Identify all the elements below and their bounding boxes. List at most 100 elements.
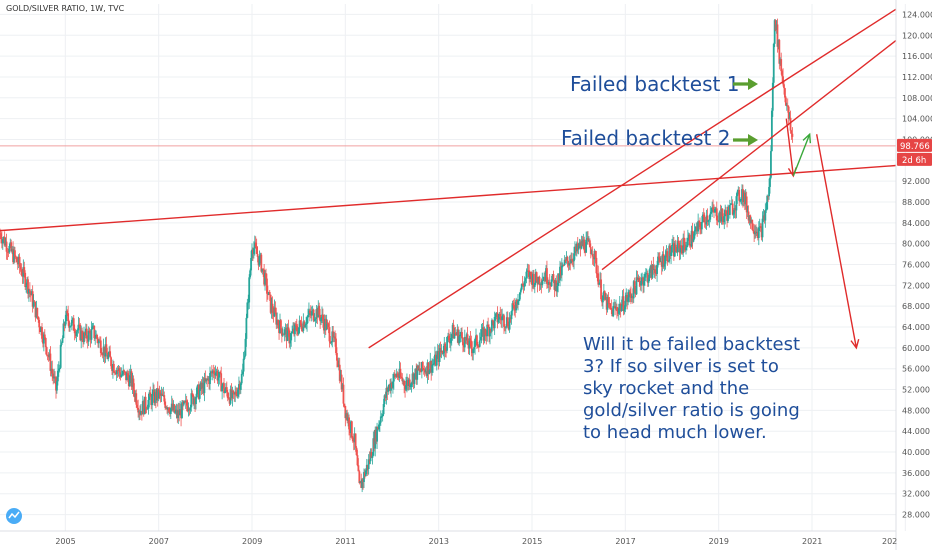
trendline: [0, 164, 897, 232]
candle-body: [784, 88, 786, 98]
candle-body: [193, 398, 196, 405]
candle-body: [280, 328, 283, 336]
candle-body: [742, 189, 744, 202]
candle-body: [124, 371, 126, 373]
candle-body: [375, 429, 378, 442]
candle-body: [496, 312, 499, 323]
candle-body: [311, 309, 314, 312]
candle-body: [291, 331, 294, 334]
candle-body: [623, 309, 626, 312]
candle-body: [4, 241, 7, 246]
candle-body: [670, 252, 672, 256]
candle-body: [439, 347, 442, 353]
candle-body: [116, 370, 119, 371]
candle-body: [614, 305, 616, 309]
candle-body: [600, 279, 602, 300]
candle-body: [379, 416, 382, 423]
candle-body: [435, 355, 438, 366]
candle-body: [261, 268, 264, 272]
candle-body: [294, 324, 296, 335]
candle-body: [697, 221, 700, 232]
candle-body: [383, 395, 386, 405]
y-tick-label: 48.000: [902, 406, 930, 415]
candle-body: [237, 389, 239, 397]
candle-body: [652, 264, 655, 270]
candle-body: [456, 329, 459, 336]
green-arrows: [733, 78, 758, 146]
candle-body: [181, 402, 183, 419]
candle-body: [789, 117, 792, 131]
candle-body: [140, 411, 142, 415]
candle-body: [774, 20, 777, 30]
candle-body: [662, 254, 665, 267]
candle-body: [431, 364, 434, 373]
candle-body: [702, 214, 705, 218]
candle-body: [47, 355, 50, 358]
candle-body: [358, 471, 361, 483]
candle-body: [222, 383, 224, 386]
candle-body: [313, 320, 316, 322]
candle-body: [542, 280, 545, 281]
candle-body: [94, 337, 97, 339]
candle-body: [290, 333, 293, 341]
candle-body: [548, 281, 551, 285]
candle-body: [322, 314, 324, 322]
candle-body: [533, 282, 536, 287]
candle-body: [406, 380, 409, 387]
price-badge: [897, 138, 932, 152]
candle-body: [362, 479, 364, 482]
candle-body: [547, 281, 550, 285]
candle-body: [490, 320, 493, 332]
candle-body: [472, 349, 475, 354]
y-tick-label: 88.000: [902, 198, 930, 207]
candle-body: [266, 278, 268, 294]
candle-body: [665, 251, 668, 256]
candle-body: [351, 437, 354, 442]
candle-body: [88, 330, 91, 333]
candle-body: [73, 330, 76, 334]
candle-body: [367, 459, 370, 470]
candle-body: [78, 324, 81, 326]
candle-body: [643, 281, 645, 286]
candle-body: [411, 373, 414, 383]
candle-body: [84, 332, 86, 336]
candle-body: [432, 364, 434, 365]
candle-body: [502, 315, 504, 317]
candle-body: [326, 322, 329, 325]
candle-body: [262, 268, 265, 270]
candle-body: [57, 368, 60, 371]
candle-body: [459, 334, 462, 337]
candle-body: [603, 291, 606, 300]
candle-body: [728, 206, 730, 215]
candle-body: [633, 281, 636, 288]
candle-body: [156, 388, 159, 399]
candle-body: [644, 273, 646, 282]
candle-body: [464, 336, 467, 341]
candle-body: [86, 338, 89, 342]
candle-body: [194, 398, 196, 405]
candle-body: [487, 324, 490, 328]
candle-body: [388, 384, 391, 389]
candle-body: [615, 307, 617, 309]
candle-body: [482, 327, 485, 341]
candle-body: [527, 270, 530, 272]
candle-body: [531, 276, 533, 285]
candle-body: [10, 242, 13, 252]
candle-body: [756, 232, 758, 234]
candle-body: [263, 269, 266, 285]
candle-body: [776, 24, 779, 47]
candle-body: [52, 373, 55, 379]
candle-body: [304, 324, 307, 328]
candle-body: [187, 409, 190, 411]
candle-body: [154, 391, 156, 403]
y-tick-label: 112.000: [902, 73, 932, 82]
x-tick-label: 2009: [242, 537, 262, 546]
candle-body: [514, 309, 517, 311]
candle-body: [732, 212, 735, 215]
candle-body: [345, 413, 348, 419]
candle-body: [282, 334, 285, 336]
candle-body: [556, 285, 559, 292]
candle-body: [344, 405, 347, 419]
